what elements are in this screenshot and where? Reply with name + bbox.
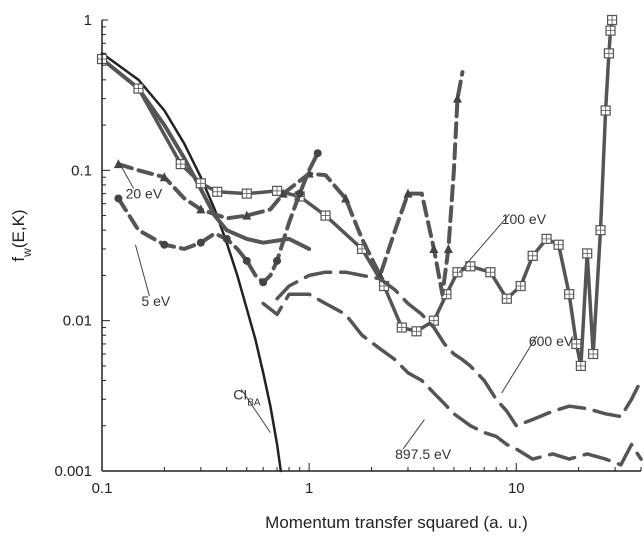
data-point <box>242 210 252 220</box>
data-point <box>295 189 304 198</box>
data-point <box>313 149 322 158</box>
data-point <box>571 338 582 350</box>
data-point <box>195 178 206 189</box>
annotation: CIBA <box>233 386 271 433</box>
series-5-ev <box>114 149 322 287</box>
data-point <box>575 360 586 372</box>
data-point <box>443 243 453 253</box>
series-600-ev <box>275 270 643 428</box>
annotation: 5 eV <box>134 244 171 309</box>
data-point <box>485 267 496 278</box>
series-100-ev <box>96 14 618 372</box>
annotation: 100 eV <box>458 211 547 273</box>
annotation-label: 600 eV <box>529 333 574 349</box>
y-tick-label: 0.001 <box>54 463 92 480</box>
series-line <box>100 52 283 473</box>
data-point <box>603 48 615 59</box>
data-point <box>212 186 223 197</box>
y-axis-label: fw(E,K) <box>9 209 34 261</box>
series-layer <box>96 14 643 473</box>
data-point <box>515 280 526 292</box>
y-axis-label-rest: (E,K) <box>9 209 28 248</box>
data-point <box>396 322 407 333</box>
x-tick-label: 10 <box>508 480 525 497</box>
data-point <box>341 193 351 203</box>
annotation-layer: 20 eV 5 eV 100 eV 600 eV 897.5 eV CIBA <box>117 160 574 462</box>
annotation-label: 100 eV <box>502 211 547 227</box>
data-point <box>605 25 616 36</box>
annotation-leader <box>501 335 538 394</box>
data-point <box>242 256 251 265</box>
annotation-label: 5 eV <box>141 293 170 309</box>
annotation-label: 20 eV <box>126 185 163 201</box>
data-point <box>278 188 288 198</box>
data-point <box>160 240 169 249</box>
data-point <box>271 185 283 196</box>
x-axis-label: Momentum transfer squared (a. u.) <box>265 513 528 532</box>
data-point <box>259 278 268 287</box>
annotation: 897.5 eV <box>395 419 452 462</box>
data-point <box>222 234 231 243</box>
y-axis-label-main: f <box>9 257 28 262</box>
y-axis-label-sub: w <box>20 248 34 258</box>
series-line <box>116 70 465 297</box>
data-point <box>588 348 599 360</box>
annotation-leader <box>134 244 150 297</box>
y-tick-label: 0.1 <box>71 162 92 179</box>
data-point <box>452 93 462 103</box>
y-tick-label: 1 <box>84 12 92 29</box>
data-point <box>196 238 205 247</box>
annotation-leader <box>240 388 271 433</box>
data-point <box>411 326 422 337</box>
x-tick-label: 0.1 <box>92 480 113 497</box>
data-point <box>196 204 206 214</box>
tick-layer: 0.1 1 10 0.001 0.01 0.1 1 <box>54 12 642 497</box>
data-point <box>133 83 144 94</box>
y-tick-label: 0.01 <box>63 313 92 330</box>
series-line <box>275 270 643 428</box>
data-point <box>564 289 575 300</box>
data-point <box>527 250 538 261</box>
data-point <box>273 256 282 265</box>
data-point <box>320 210 331 221</box>
data-point <box>582 248 593 259</box>
data-point <box>606 14 618 26</box>
data-point <box>241 188 252 199</box>
annotation-label: 897.5 eV <box>395 446 452 462</box>
data-point <box>114 194 123 203</box>
series-line <box>261 292 643 467</box>
data-point <box>465 261 476 272</box>
data-point <box>403 188 413 198</box>
data-point <box>541 233 552 244</box>
data-point <box>452 267 463 278</box>
data-point <box>553 239 564 250</box>
annotation: 20 eV <box>117 160 163 201</box>
data-point <box>501 293 512 304</box>
annotation-leader <box>117 160 135 189</box>
data-point <box>175 159 186 170</box>
series-ci-ba <box>100 52 283 473</box>
annotation-label: CIBA <box>233 386 261 408</box>
data-point <box>595 225 606 236</box>
annotation: 600 eV <box>501 333 574 394</box>
series-20-ev <box>113 70 465 297</box>
x-tick-label: 1 <box>305 480 313 497</box>
data-point <box>159 172 169 182</box>
series-897-5-ev <box>261 292 643 467</box>
annotation-leader <box>458 213 511 273</box>
annotation-leader <box>402 419 425 450</box>
data-point <box>429 243 439 253</box>
data-point <box>600 105 611 116</box>
